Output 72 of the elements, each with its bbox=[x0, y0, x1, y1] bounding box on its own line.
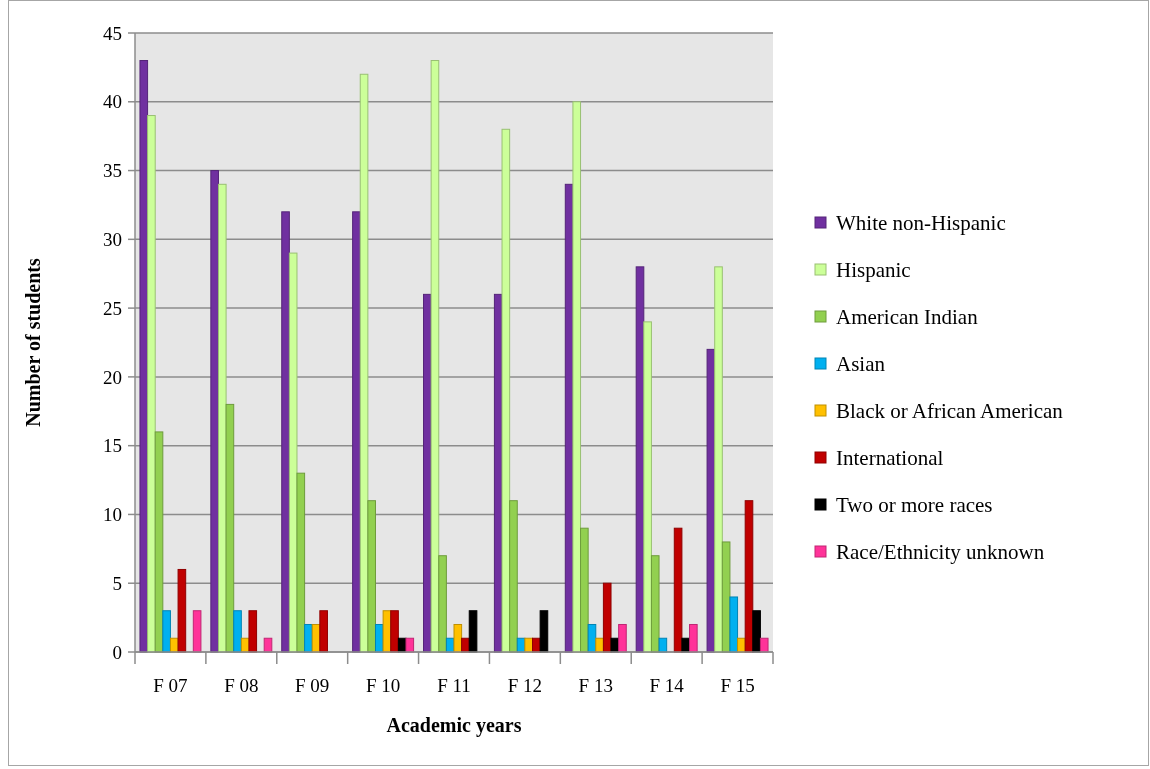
bar bbox=[643, 321, 652, 653]
bar bbox=[721, 541, 731, 653]
legend-label: White non-Hispanic bbox=[836, 211, 1006, 236]
bar bbox=[673, 527, 683, 653]
legend-label: American Indian bbox=[836, 305, 979, 330]
bar bbox=[706, 348, 716, 653]
bar bbox=[759, 637, 769, 653]
bar bbox=[154, 431, 164, 653]
bar bbox=[382, 610, 392, 653]
x-tick-label: F 13 bbox=[578, 675, 613, 696]
legend-label: Hispanic bbox=[836, 258, 911, 283]
y-tick-label: 20 bbox=[103, 366, 122, 388]
x-tick-label: F 08 bbox=[224, 675, 259, 696]
bar bbox=[367, 500, 376, 653]
bar bbox=[390, 610, 399, 653]
bar bbox=[210, 170, 219, 653]
bar bbox=[689, 623, 698, 653]
y-tick-label: 30 bbox=[103, 228, 122, 250]
bar bbox=[580, 527, 589, 653]
bar bbox=[162, 610, 171, 653]
bar bbox=[217, 183, 227, 653]
y-tick-label: 5 bbox=[112, 572, 122, 594]
legend-label: Black or African American bbox=[836, 399, 1064, 424]
bar bbox=[177, 568, 187, 653]
x-tick-label: F 09 bbox=[295, 675, 330, 696]
bar bbox=[509, 500, 518, 653]
x-tick-label: F 12 bbox=[507, 675, 543, 696]
legend-label: Two or more races bbox=[836, 493, 993, 518]
bar bbox=[650, 555, 660, 653]
bar bbox=[453, 623, 463, 653]
bar bbox=[714, 266, 723, 653]
y-tick-label: 45 bbox=[103, 22, 122, 44]
legend-label: Asian bbox=[836, 352, 886, 377]
bar bbox=[352, 211, 361, 653]
bar bbox=[288, 252, 298, 653]
bar bbox=[602, 582, 612, 653]
bar bbox=[147, 115, 156, 653]
bar bbox=[139, 60, 149, 653]
legend-label: Race/Ethnicity unknown bbox=[836, 540, 1045, 565]
x-axis-title: Academic years bbox=[386, 714, 522, 737]
x-tick-label: F 15 bbox=[720, 675, 755, 696]
y-tick-label: 15 bbox=[103, 435, 122, 457]
bar bbox=[405, 637, 415, 653]
bar bbox=[729, 596, 739, 653]
bar bbox=[468, 610, 478, 653]
x-tick-label: F 14 bbox=[649, 675, 685, 696]
bar bbox=[438, 555, 447, 653]
x-tick-label: F 11 bbox=[437, 675, 471, 696]
x-tick-label: F 07 bbox=[153, 675, 188, 696]
y-tick-label: 40 bbox=[103, 91, 122, 113]
bar bbox=[225, 403, 235, 653]
bar bbox=[233, 610, 242, 653]
bar bbox=[539, 610, 549, 653]
bar bbox=[248, 610, 258, 653]
y-tick-label: 35 bbox=[103, 160, 122, 182]
bar bbox=[430, 60, 440, 653]
y-tick-label: 10 bbox=[103, 504, 122, 526]
y-axis-title: Number of students bbox=[22, 258, 44, 427]
legend-label: International bbox=[836, 446, 944, 471]
bar bbox=[319, 610, 328, 653]
bar bbox=[618, 623, 627, 653]
bar bbox=[192, 610, 202, 653]
bar bbox=[281, 211, 290, 653]
y-tick-label: 25 bbox=[103, 297, 122, 319]
x-tick-label: F 10 bbox=[365, 675, 401, 696]
bar bbox=[752, 610, 761, 653]
bar bbox=[658, 637, 668, 653]
bar bbox=[501, 128, 511, 653]
bar bbox=[296, 472, 306, 653]
y-tick-label: 0 bbox=[112, 641, 122, 663]
bar bbox=[572, 101, 582, 653]
bar bbox=[359, 73, 369, 653]
